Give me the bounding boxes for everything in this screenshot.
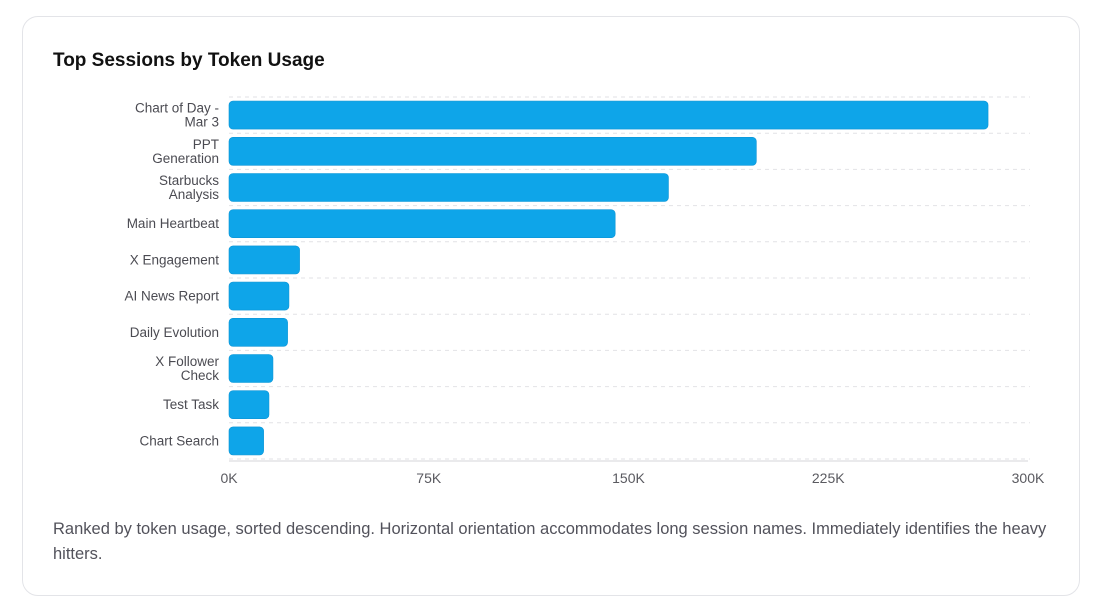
category-label: Chart Search [139,433,219,448]
bar [228,100,989,130]
category-label: Starbucks Analysis [159,173,219,202]
category-label: PPT Generation [152,137,219,166]
bar [228,137,757,166]
x-tick-label: 75K [416,470,442,486]
category-label: Daily Evolution [130,325,219,340]
x-tick-label: 150K [612,470,645,486]
category-label: X Engagement [130,252,220,267]
chart-caption: Ranked by token usage, sorted descending… [53,520,1047,563]
category-label: Chart of Day -Mar 3 [135,101,219,130]
bar [228,426,264,456]
x-tick-label: 0K [220,470,238,486]
bar [228,245,300,275]
bar-chart: Chart of Day -Mar 3 PPT Generation Starbuck… [124,96,1045,486]
category-label: X Follower Check [155,354,219,383]
bar [228,390,270,420]
chart-title: Top Sessions by Token Usage [53,50,325,71]
bar [228,209,616,238]
bar [228,317,288,347]
bar [228,173,669,202]
category-label: Test Task [163,397,219,412]
chart-card: Top Sessions by Token Usage Chart of Day… [22,16,1080,596]
category-label: AI News Report [124,289,219,304]
bar [228,354,274,383]
x-tick-label: 300K [1012,470,1045,486]
bar [228,281,290,311]
category-label: Main Heartbeat [127,216,220,231]
x-tick-label: 225K [812,470,845,486]
